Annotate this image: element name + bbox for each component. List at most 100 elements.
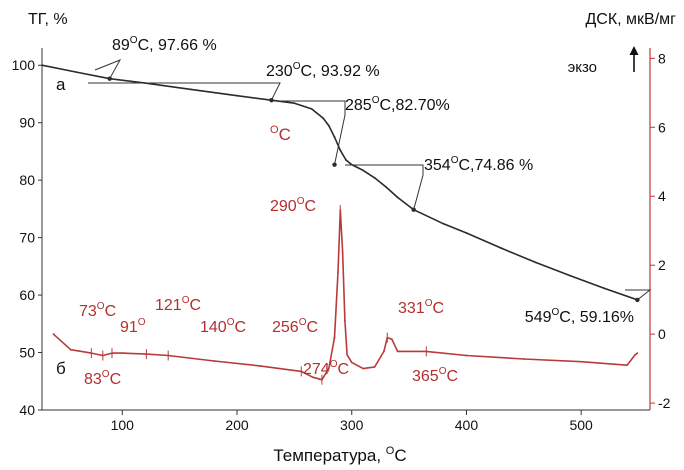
tg-point <box>373 176 376 179</box>
x-tick-label: 200 <box>225 417 249 433</box>
dsc-annotation-label: 73OC <box>79 301 116 320</box>
dsc-annotation-label-value: 365 <box>412 368 439 385</box>
dsc-annotation-label-unit: C <box>304 198 316 215</box>
annotation-layer: 89OC, 97.66 %230OC, 93.92 %285OC,82.70%3… <box>79 35 652 388</box>
tg-annotation-label-degree: O <box>451 155 459 166</box>
dsc-point <box>333 336 336 339</box>
dsc-annotation-label-unit: C <box>432 300 444 317</box>
dsc-point <box>465 354 468 357</box>
tg-curve <box>41 64 638 301</box>
dsc-point <box>396 350 399 353</box>
dsc-annotation-label-unit: C <box>234 319 246 336</box>
axes: 100 200 300 400 500 40 50 60 70 80 90 100 -2 0 2 4 6 8 <box>12 48 671 433</box>
dsc-annotation-label-degree: O <box>182 295 190 306</box>
dsc-curve <box>52 209 638 381</box>
dsc-point <box>390 338 393 341</box>
tg-annotation-label-degree: O <box>552 307 560 318</box>
tg-annotation-label: 89OC, 97.66 % <box>112 35 217 54</box>
y-right-tick-label: 0 <box>658 326 666 342</box>
dsc-annotation-label-value: 256 <box>272 319 299 336</box>
tg-point <box>322 117 324 120</box>
dsc-annotation-label-degree: O <box>439 366 447 377</box>
tg-annotation-label-unit: C, 93.92 % <box>300 63 379 80</box>
dsc-annotation-label-value: 91 <box>120 319 138 336</box>
dsc-annotation-label-value: 121 <box>155 297 182 314</box>
tg-point <box>568 274 571 277</box>
tg-annotation-label-value: 354 <box>424 157 451 174</box>
tg-annotation-label-unit: C, 59.16% <box>559 309 634 326</box>
y-axis-left-label: ТГ, % <box>28 11 68 28</box>
tg-event-marker <box>332 162 337 167</box>
dsc-point <box>346 353 349 356</box>
tg-annotation-label-value: 549 <box>525 309 552 326</box>
dsc-point <box>121 352 124 355</box>
tg-annotation-label: 549OC, 59.16% <box>525 307 634 326</box>
dsc-point <box>52 333 55 336</box>
dsc-annotation-label-degree: O <box>425 298 433 309</box>
dsc-annotation-label-unit: C <box>110 371 122 388</box>
dsc-point <box>634 353 636 356</box>
dsc-annotation-label: 256OC <box>272 317 318 336</box>
dsc-point <box>259 364 261 367</box>
dsc-annotation-label-unit: C <box>446 368 458 385</box>
dsc-point <box>522 358 525 360</box>
x-axis-label-main: Температура, <box>273 446 385 465</box>
dsc-annotation-label: 331OC <box>398 298 444 317</box>
tg-annotation-label: 285OC,82.70% <box>345 95 450 114</box>
dsc-point <box>373 366 376 368</box>
dsc-point <box>341 250 344 253</box>
stray-degree-label: OC <box>270 124 291 144</box>
tg-annotation-label-unit: C,74.86 % <box>458 157 533 174</box>
tg-point <box>442 222 445 225</box>
tg-point <box>310 108 313 110</box>
tg-annotation-label-degree: O <box>372 95 380 106</box>
tg-leader-line <box>345 164 424 210</box>
tg-leader-line <box>88 82 281 101</box>
x-tick-label: 100 <box>111 417 135 433</box>
tg-point <box>499 247 502 249</box>
dsc-annotation-label-degree: O <box>330 359 338 370</box>
tg-annotation-label-unit: C,82.70% <box>379 97 449 114</box>
dsc-annotation-label-value: 83 <box>84 371 102 388</box>
tg-annotation-label: 354OC,74.86 % <box>424 155 533 174</box>
stray-degree-label-degree: O <box>270 124 279 136</box>
dsc-annotation-label-unit: C <box>105 303 117 320</box>
dsc-annotation-label: 365OC <box>412 366 458 385</box>
dsc-point <box>580 360 583 363</box>
tg-point <box>327 124 330 127</box>
dsc-annotation-label-degree: O <box>227 317 235 328</box>
dsc-annotation-label-value: 331 <box>398 300 425 317</box>
tg-annotation-label-value: 89 <box>112 37 130 54</box>
dsc-annotation-label-value: 274 <box>303 361 330 378</box>
x-axis-label-degree: O <box>386 445 395 457</box>
x-tick-label: 500 <box>569 417 593 433</box>
y-right-tick-label: -2 <box>658 395 671 411</box>
tg-point <box>345 159 347 161</box>
x-axis-label-unit: C <box>394 446 406 465</box>
x-axis-label: Температура, OC <box>273 445 406 465</box>
dsc-point <box>382 350 385 353</box>
y-left-tick-label: 40 <box>19 402 35 418</box>
dsc-annotation-label-degree: O <box>102 369 110 380</box>
tg-event-marker <box>411 207 416 212</box>
tg-annotation-label-degree: O <box>130 35 138 46</box>
dsc-annotation-label: 290OC <box>270 196 316 215</box>
dsc-point <box>311 376 314 379</box>
dsc-curve-label: б <box>56 359 66 378</box>
dsc-annotation-label-value: 140 <box>200 319 227 336</box>
dsc-point <box>337 271 339 273</box>
y-right-tick-label: 4 <box>658 188 666 204</box>
dsc-annotation-label: 83OC <box>84 369 121 388</box>
dsc-annotation-label-unit: C <box>189 297 201 314</box>
dsc-point <box>636 352 639 355</box>
y-left-tick-label: 60 <box>19 287 35 303</box>
dsc-annotation-label: 121OC <box>155 295 201 314</box>
dsc-annotation-label-unit: C <box>306 319 318 336</box>
tg-point <box>339 149 342 152</box>
dsc-point <box>343 319 346 322</box>
dsc-annotation-label-degree: O <box>138 317 146 328</box>
tg-leader-line <box>94 59 122 79</box>
exo-arrow-icon <box>629 46 639 72</box>
tg-point <box>465 232 468 234</box>
